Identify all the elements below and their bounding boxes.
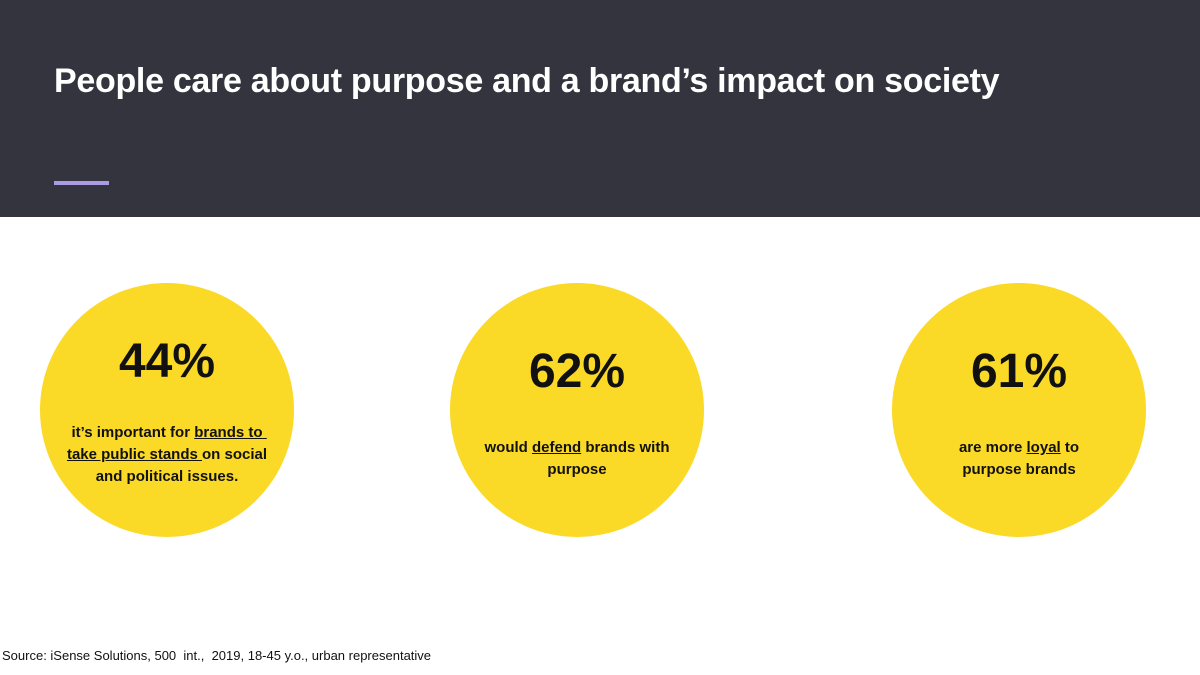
desc-text: brands with purpose [547, 439, 674, 478]
stat-figure: 61% [970, 345, 1068, 398]
stat-circle: 44% it’s important for brands to take pub… [40, 283, 294, 537]
desc-text: on social and political issues. [95, 446, 272, 485]
desc-text: are more [958, 439, 1027, 456]
desc-emphasis: defend [531, 439, 582, 456]
stat-figure: 62% [528, 345, 626, 398]
desc-emphasis: loyal [1026, 439, 1061, 456]
stat-description: are more loyal to purpose brands [932, 437, 1106, 481]
stat-circle: 62% would defend brands with purpose [450, 283, 704, 537]
desc-text: it’s important for [71, 424, 195, 441]
accent-line [54, 181, 109, 185]
stat-description: it’s important for brands to take public… [58, 422, 276, 488]
source-note: Source: iSense Solutions, 500 int., 2019… [2, 648, 432, 663]
stat-figure: 44% [118, 335, 216, 388]
desc-emphasis: brands to take public stands [66, 424, 267, 463]
slide-title: People care about purpose and a brand’s … [54, 62, 1000, 100]
header-band: People care about purpose and a brand’s … [0, 0, 1200, 217]
stat-description: would defend brands with purpose [480, 437, 674, 481]
stat-circle: 61% are more loyal to purpose brands [892, 283, 1146, 537]
desc-text: would [484, 439, 532, 456]
desc-text: to purpose brands [962, 439, 1084, 478]
